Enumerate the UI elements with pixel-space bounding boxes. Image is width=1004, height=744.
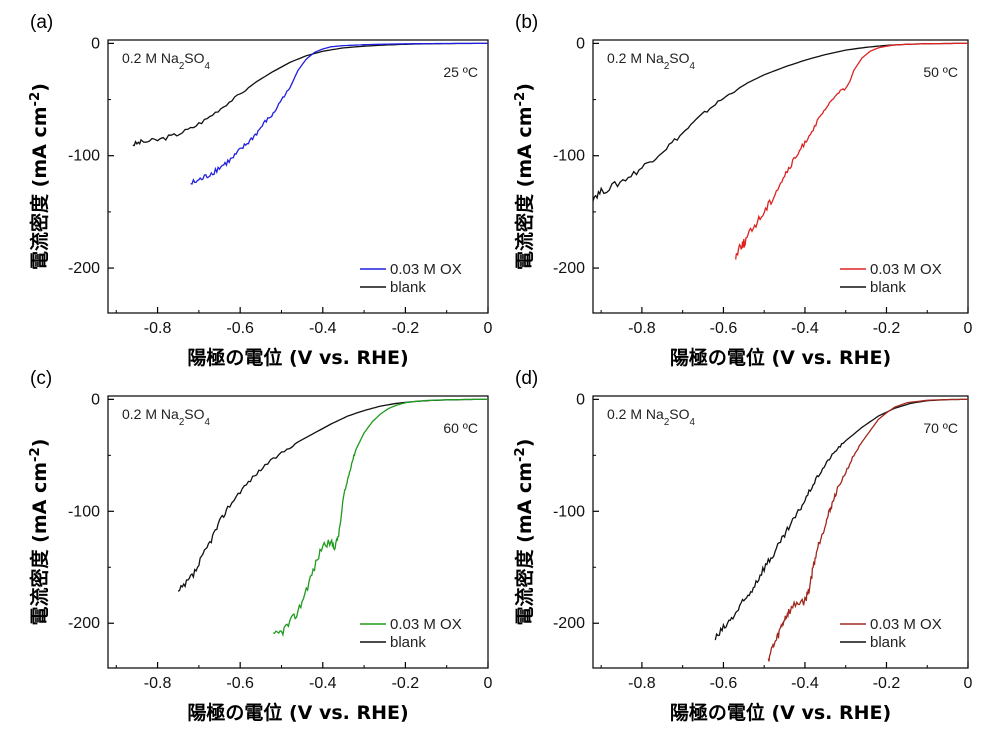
x-tick-label: -0.8 (628, 675, 656, 692)
chart-panel-1: -0.8 -0.6 -0.4 -0.2 0 0 -100 -200 (a) 0.2 M Na2SO… (28, 12, 493, 369)
x-axis-label: 陽極の電位 (V vs. RHE) (187, 346, 408, 369)
legend-label: blank (870, 279, 906, 296)
series-line-blank (714, 398, 968, 641)
x-tick-label: -0.4 (791, 675, 819, 692)
plot-frame (107, 395, 489, 669)
y-axis-label: 電流密度 (mA cm-2) (28, 439, 52, 626)
y-tick-label: -100 (553, 503, 585, 520)
chart-panel-2: -0.8 -0.6 -0.4 -0.2 0 0 -100 -200 (b) 0.2 M Na2SO… (513, 12, 973, 369)
x-tick-label: -0.6 (710, 675, 738, 692)
x-tick-label: -0.6 (710, 320, 738, 337)
y-axis-label: 電流密度 (mA cm-2) (513, 439, 537, 626)
series-line-0-03-m-ox (273, 398, 488, 638)
chart-panel-4: -0.8 -0.6 -0.4 -0.2 0 0 -100 -200 (d) 0.2 M Na2SO… (513, 368, 973, 724)
y-axis-label: 電流密度 (mA cm-2) (513, 83, 537, 270)
legend-label: blank (870, 634, 906, 651)
series-line-0-03-m-ox (767, 398, 968, 662)
series-line-0-03-m-ox (735, 42, 968, 260)
electrolyte-annotation: 0.2 M Na2SO4 (122, 50, 211, 72)
x-tick-label: -0.2 (392, 675, 420, 692)
y-tick-label: 0 (91, 391, 100, 408)
electrolyte-annotation: 0.2 M Na2SO4 (122, 406, 211, 428)
series-line-0-03-m-ox (190, 42, 488, 185)
x-tick-label: 0 (484, 320, 493, 337)
y-tick-label: -200 (553, 260, 585, 277)
x-tick-label: -0.6 (226, 320, 254, 337)
x-tick-label: -0.8 (144, 320, 172, 337)
x-tick-label: -0.2 (873, 320, 901, 337)
y-tick-label: -200 (68, 615, 100, 632)
x-tick-label: 0 (964, 675, 973, 692)
x-axis-label: 陽極の電位 (V vs. RHE) (670, 701, 891, 724)
y-tick-label: -200 (553, 615, 585, 632)
temperature-label: 70 ºC (923, 420, 958, 436)
chart-panel-3: -0.8 -0.6 -0.4 -0.2 0 0 -100 -200 (c) 0.2 M Na2SO… (28, 368, 493, 724)
panel-label: (b) (515, 12, 538, 33)
y-tick-label: -100 (68, 148, 100, 165)
x-tick-label: -0.2 (392, 320, 420, 337)
x-tick-label: -0.4 (791, 320, 819, 337)
y-tick-label: 0 (576, 35, 585, 52)
x-tick-label: -0.4 (309, 320, 337, 337)
y-tick-label: 0 (576, 391, 585, 408)
electrolyte-annotation: 0.2 M Na2SO4 (607, 50, 696, 72)
legend-label: 0.03 M OX (870, 616, 942, 633)
y-tick-label: -100 (553, 148, 585, 165)
legend-label: blank (390, 634, 426, 651)
plot-frame (592, 395, 969, 669)
y-tick-label: -200 (68, 260, 100, 277)
panel-label: (a) (30, 12, 53, 33)
y-tick-label: -100 (68, 503, 100, 520)
temperature-label: 60 ºC (443, 420, 478, 436)
y-axis-label: 電流密度 (mA cm-2) (28, 83, 52, 270)
series-line-blank (177, 398, 488, 592)
x-axis-label: 陽極の電位 (V vs. RHE) (670, 346, 891, 369)
x-tick-label: -0.4 (309, 675, 337, 692)
x-tick-label: -0.8 (628, 320, 656, 337)
x-tick-label: 0 (484, 675, 493, 692)
x-tick-label: -0.6 (226, 675, 254, 692)
legend-label: 0.03 M OX (870, 261, 942, 278)
plot-frame (592, 39, 969, 314)
electrolyte-annotation: 0.2 M Na2SO4 (607, 406, 696, 428)
temperature-label: 25 ºC (443, 64, 478, 80)
x-axis-label: 陽極の電位 (V vs. RHE) (187, 701, 408, 724)
x-tick-label: -0.2 (873, 675, 901, 692)
x-tick-label: -0.8 (144, 675, 172, 692)
legend-label: 0.03 M OX (390, 261, 462, 278)
y-tick-label: 0 (91, 35, 100, 52)
plot-frame (107, 39, 489, 314)
legend-label: 0.03 M OX (390, 616, 462, 633)
series-line-blank (593, 42, 968, 202)
legend-label: blank (390, 279, 426, 296)
panel-label: (c) (30, 368, 52, 389)
panel-label: (d) (515, 368, 538, 389)
x-tick-label: 0 (964, 320, 973, 337)
temperature-label: 50 ºC (923, 64, 958, 80)
